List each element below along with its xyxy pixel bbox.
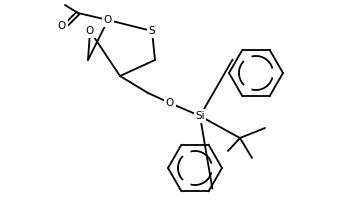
- Text: S: S: [149, 26, 155, 36]
- Text: O: O: [104, 15, 112, 25]
- Text: Si: Si: [195, 111, 205, 121]
- Text: O: O: [58, 21, 66, 31]
- Text: O: O: [166, 98, 174, 108]
- Text: O: O: [86, 26, 94, 36]
